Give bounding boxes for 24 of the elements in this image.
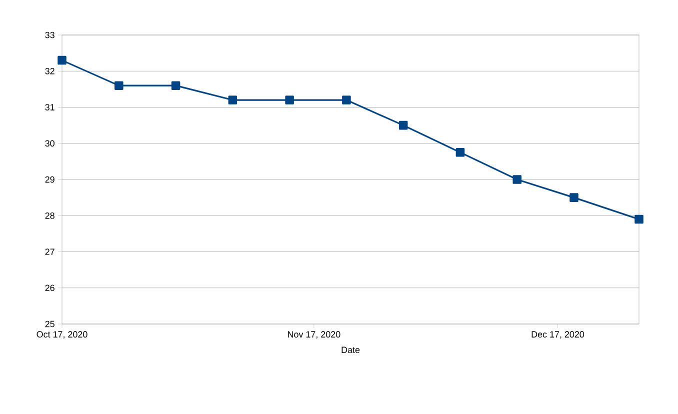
point — [512, 175, 522, 184]
x-tick-label: Oct 17, 2020 — [36, 331, 88, 339]
point — [285, 96, 294, 104]
point — [228, 96, 238, 104]
x-tick-label: Nov 17, 2020 — [288, 331, 340, 339]
point — [634, 214, 644, 224]
point — [456, 148, 465, 157]
y-tick-label: 27 — [45, 248, 54, 255]
y-tick-label: 26 — [45, 284, 54, 292]
point — [570, 193, 578, 202]
y-tick-label: 25 — [45, 320, 54, 328]
point — [114, 81, 124, 90]
y-tick-label: 31 — [45, 104, 54, 110]
y-tick-label: 33 — [45, 32, 54, 38]
y-tick-label: 30 — [45, 140, 54, 147]
point — [342, 96, 351, 104]
point — [398, 120, 408, 130]
y-tick-label: 28 — [45, 212, 54, 219]
x-tick-label: Dec 17, 2020 — [532, 331, 584, 339]
point — [58, 56, 66, 65]
y-tick-label: 29 — [45, 176, 54, 183]
x-axis-title: Date — [342, 346, 360, 354]
point — [171, 81, 180, 90]
y-tick-label: 32 — [45, 68, 54, 74]
